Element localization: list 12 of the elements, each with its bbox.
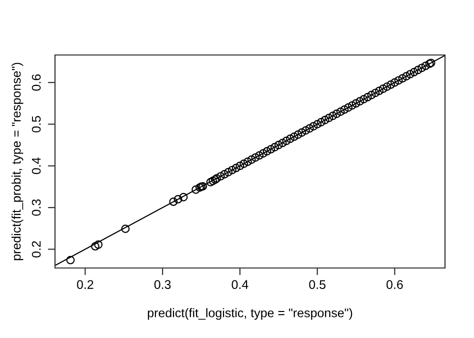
y-axis-title: predict(fit_probit, type = "response") <box>12 62 24 260</box>
x-tick-label: 0.2 <box>76 280 94 289</box>
y-tick-label: 0.3 <box>32 199 41 216</box>
y-tick-label: 0.2 <box>32 241 41 258</box>
x-tick-label: 0.6 <box>386 280 403 289</box>
y-tick-label: 0.6 <box>32 74 41 91</box>
x-tick-label: 0.5 <box>309 280 326 289</box>
x-axis-title: predict(fit_logistic, type = "response") <box>148 308 352 320</box>
y-tick-label: 0.4 <box>32 158 41 174</box>
y-tick-label: 0.5 <box>32 116 41 132</box>
x-tick-label: 0.3 <box>154 280 171 289</box>
x-tick-label: 0.4 <box>232 280 248 289</box>
